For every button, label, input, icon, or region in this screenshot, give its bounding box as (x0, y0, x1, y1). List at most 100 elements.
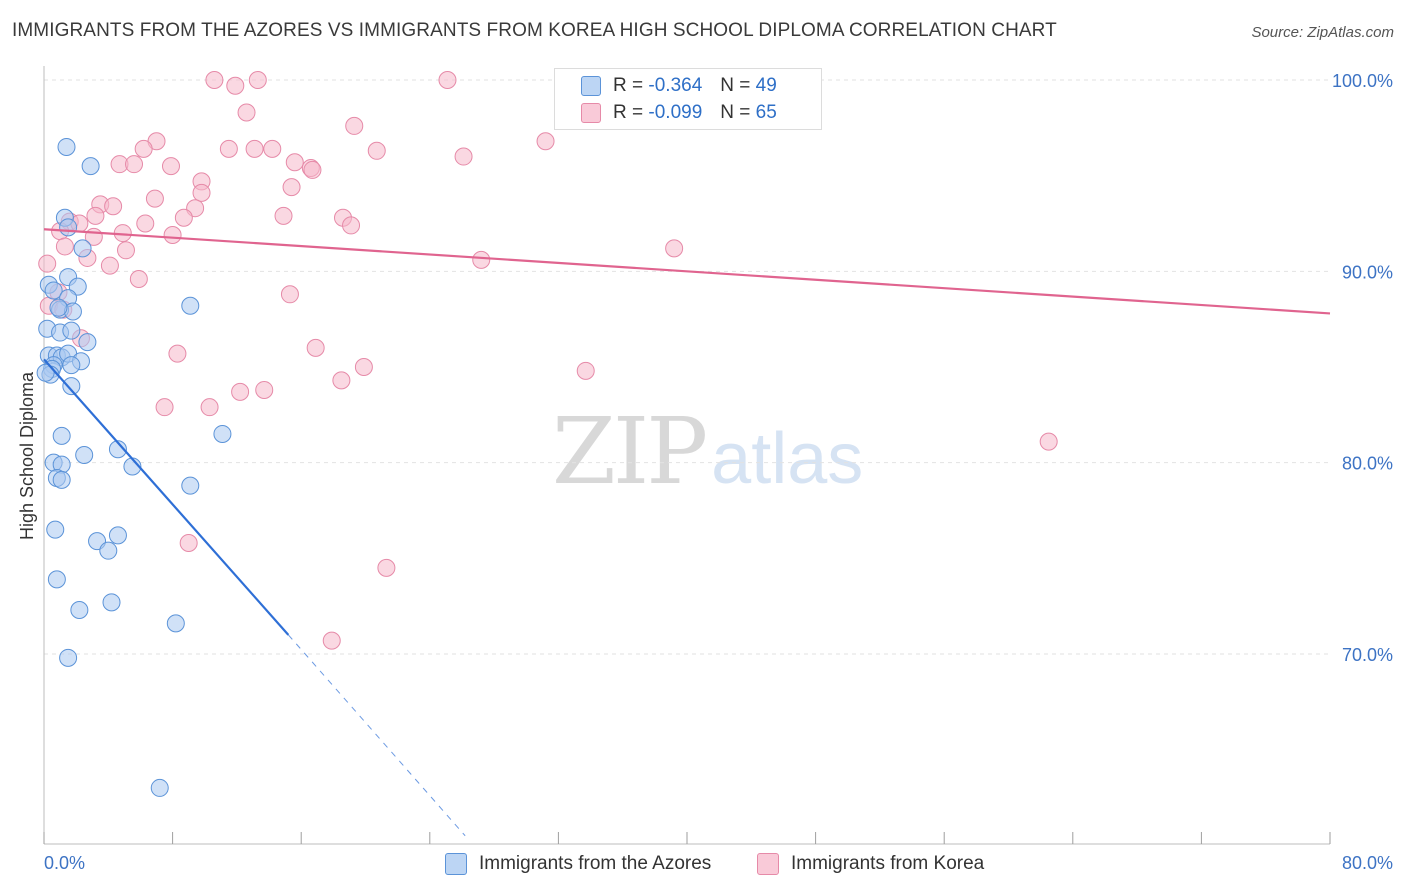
korea-point (200, 398, 219, 417)
korea-point (116, 241, 135, 260)
korea-point (454, 147, 473, 166)
korea-point (125, 155, 144, 174)
azores-swatch (581, 76, 601, 96)
korea-point (100, 256, 119, 275)
korea-point (237, 103, 256, 122)
legend-r-value: -0.364 (648, 75, 703, 96)
legend-r-label: R = (613, 102, 644, 123)
azores-trend-extension (287, 634, 466, 837)
azores-point (75, 446, 94, 465)
korea-point (145, 189, 164, 208)
korea-point (168, 344, 187, 363)
azores-point (62, 321, 81, 340)
azores-point (59, 218, 78, 237)
watermark: ZIPatlas (552, 398, 863, 505)
azores-point (150, 778, 169, 797)
azores-points (36, 137, 232, 797)
korea-point (86, 206, 105, 225)
azores-point (36, 363, 55, 382)
legend-r-value: -0.099 (648, 102, 703, 123)
korea-point (248, 71, 267, 89)
korea-point (342, 216, 361, 235)
korea-point (280, 285, 299, 304)
korea-point (226, 76, 245, 95)
y-tick-label: 70.0% (1342, 645, 1393, 665)
stats-legend: R = -0.364 N = 49 R = -0.099 N = 65 (554, 68, 822, 130)
y-tick-label: 100.0% (1332, 71, 1393, 91)
korea-point (263, 139, 282, 158)
azores-point (52, 470, 71, 489)
legend-n-value: 49 (755, 75, 777, 96)
azores-point (78, 333, 97, 352)
source-label: Source: ZipAtlas.com (1251, 24, 1394, 41)
korea-point (285, 153, 304, 172)
korea-point (306, 338, 325, 357)
korea-point (155, 398, 174, 417)
korea-point (219, 139, 238, 158)
azores-point (70, 600, 89, 619)
korea-point (104, 197, 123, 216)
korea-point (136, 214, 155, 233)
korea-legend-label: Immigrants from Korea (791, 853, 985, 874)
legend-r-label: R = (613, 75, 644, 96)
korea-point (377, 558, 396, 577)
azores-point (102, 593, 121, 612)
azores-point (73, 239, 92, 258)
korea-point (205, 71, 224, 89)
legend-n-label: N = (720, 75, 751, 96)
axis-labels: 70.0% 80.0% 90.0% 100.0% 0.0% 80.0% High Schoo… (17, 71, 1393, 873)
korea-point (231, 382, 250, 401)
azores-point (59, 648, 78, 667)
korea-point (322, 631, 341, 650)
korea-point (274, 206, 293, 225)
y-tick-label: 80.0% (1342, 454, 1393, 474)
azores-point (181, 476, 200, 495)
azores-legend-label: Immigrants from the Azores (479, 853, 712, 874)
legend-n-value: 65 (755, 102, 777, 123)
grid-lines (44, 79, 1330, 655)
azores-point (108, 526, 127, 545)
y-tick-label: 90.0% (1342, 262, 1393, 282)
korea-point (55, 237, 74, 256)
korea-point (665, 239, 684, 258)
korea-point (332, 371, 351, 390)
korea-points (38, 71, 1058, 650)
azores-point (49, 298, 68, 317)
x-tick-label: 0.0% (44, 853, 85, 873)
korea-point (134, 139, 153, 158)
trend-lines (43, 228, 1331, 837)
korea-point (438, 71, 457, 89)
watermark-atlas: atlas (711, 419, 864, 499)
korea-legend-swatch (757, 853, 779, 875)
korea-point (192, 183, 211, 202)
x-tick-label: 80.0% (1342, 853, 1393, 873)
y-axis-title: High School Diploma (17, 371, 37, 540)
korea-point (163, 225, 182, 244)
korea-point (161, 157, 180, 176)
korea-point (174, 208, 193, 227)
azores-point (46, 520, 65, 539)
korea-swatch (581, 103, 601, 123)
azores-point (57, 137, 76, 156)
azores-point (62, 377, 81, 396)
korea-point (367, 141, 386, 160)
azores-point (62, 356, 81, 375)
azores-legend-swatch (445, 853, 467, 875)
korea-point (245, 139, 264, 158)
korea-point (536, 132, 555, 151)
azores-point (47, 570, 66, 589)
korea-point (1039, 432, 1058, 451)
korea-point (38, 254, 57, 273)
korea-point (255, 380, 274, 399)
azores-trend-line (43, 358, 290, 636)
azores-point (166, 614, 185, 633)
korea-trend-line (43, 228, 1331, 315)
azores-point (68, 277, 87, 296)
legend-row-korea: R = -0.099 N = 65 (581, 101, 777, 125)
azores-point (108, 440, 127, 459)
korea-point (472, 250, 491, 269)
azores-point (213, 424, 232, 443)
korea-point (303, 160, 322, 179)
azores-point (44, 281, 63, 300)
